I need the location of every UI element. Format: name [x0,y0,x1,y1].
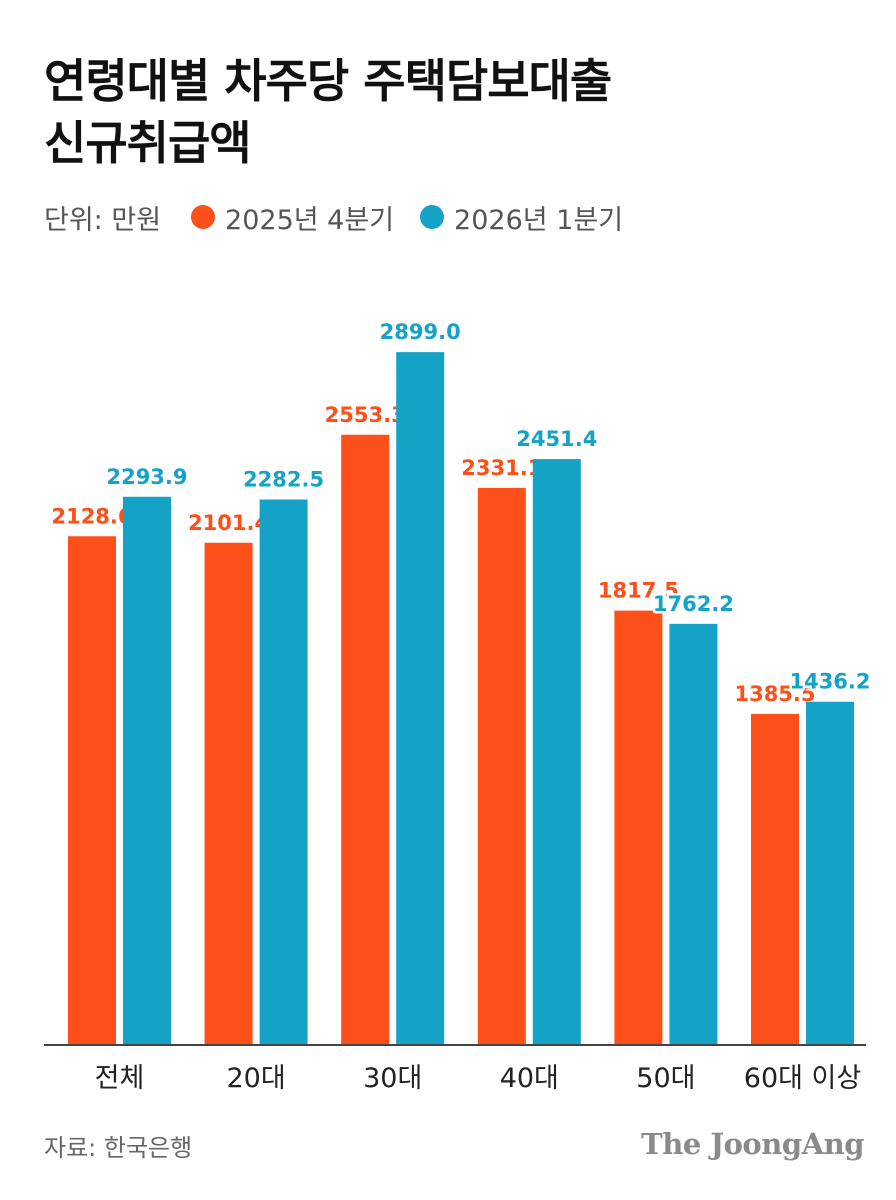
bar-2025q4-2 [341,434,390,1045]
source-note: 자료: 한국은행 [44,1134,193,1162]
data-label-2026q1-4: 1762.2 [653,592,734,616]
bar-2026q1-5 [806,701,854,1045]
legend-dot-2026q1 [420,205,445,229]
data-label-2025q4-0: 2128.6 [51,504,132,528]
data-label-2025q4-5: 1385.5 [734,682,815,706]
data-label-2025q4-4: 1817.5 [598,579,679,603]
bar-2025q4-1 [204,542,253,1045]
bar-2026q1-4 [669,623,718,1045]
chart-title-line-2: 신규취급액 [44,116,252,170]
bar-2025q4-5 [751,713,799,1045]
unit-label: 단위: 만원 [44,204,162,236]
bar-2026q1-1 [259,499,308,1045]
chart-title: 연령대별 차주당 주택담보대출 신규취급액 [44,50,864,174]
data-label-2026q1-5: 1436.2 [789,670,870,694]
data-label-2026q1-0: 2293.9 [106,465,187,489]
x-tick-label-2: 30대 [363,1063,422,1094]
legend: 단위: 만원 2025년 4분기 2026년 1분기 [44,197,649,237]
legend-label-2026q1: 2026년 1분기 [454,204,624,236]
x-tick-label-3: 40대 [500,1063,559,1094]
bar-2026q1-0 [123,496,171,1045]
publisher-logo: The JoongAng [641,1127,864,1161]
bar-2025q4-3 [477,487,526,1046]
data-label-2025q4-3: 2331.1 [461,456,542,480]
legend-dot-2025q4 [191,205,216,229]
bar-2026q1-3 [532,459,581,1046]
x-tick-label-0: 전체 [95,1063,145,1094]
bar-2025q4-4 [614,610,663,1045]
legend-item-2026q1: 2026년 1분기 [420,198,623,237]
x-tick-label-1: 20대 [226,1063,285,1094]
x-tick-label-4: 50대 [636,1063,695,1094]
data-label-2026q1-2: 2899.0 [380,320,461,344]
data-label-2025q4-2: 2553.3 [325,403,406,427]
bar-2025q4-0 [68,536,116,1045]
bar-chart: 2128.6 2293.9 전체 2101.4 2282.5 20대 2553.3 2899.… [44,320,871,1094]
data-label-2026q1-1: 2282.5 [243,467,324,491]
data-label-2025q4-1: 2101.4 [188,511,269,535]
data-label-2026q1-3: 2451.4 [516,427,597,451]
chart-title-line-1: 연령대별 차주당 주택담보대출 [44,54,612,108]
legend-label-2025q4: 2025년 4분기 [225,204,395,236]
x-tick-label-5: 60대 이상 [744,1063,861,1094]
bar-2026q1-2 [396,352,445,1045]
legend-item-2025q4: 2025년 4분기 [191,198,394,237]
